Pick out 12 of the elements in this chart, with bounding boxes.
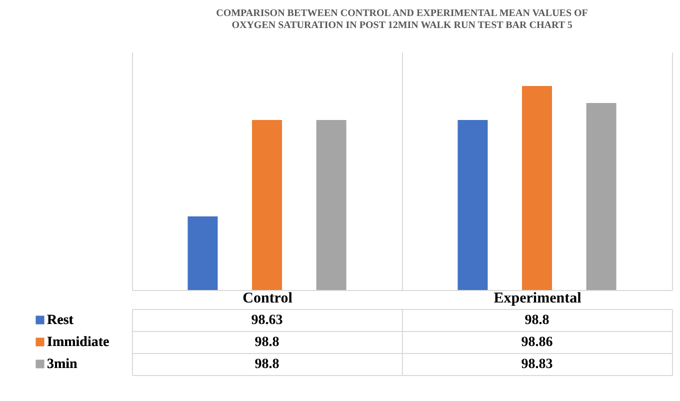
data-label: 98.83 [521,357,553,372]
chart-title: COMPARISON BETWEEN CONTROL AND EXPERIMENTAL MEAN VALUES OF OXYGEN SATURATION IN POST 12MIN WALK RUN TEST BAR CHART 5 [216,8,588,31]
data-label: 98.8 [254,357,280,372]
legend-label: 3min [47,357,78,372]
legend-label: Immidiate [47,335,110,350]
data-label: 98.8 [524,313,550,328]
x-tick-label: Experimental [494,290,582,306]
data-label: 98.86 [521,335,553,350]
legend-label: Rest [47,313,74,328]
data-label: 98.63 [251,313,283,328]
data-label: 98.8 [254,335,280,350]
x-tick-label: Control [242,290,292,306]
